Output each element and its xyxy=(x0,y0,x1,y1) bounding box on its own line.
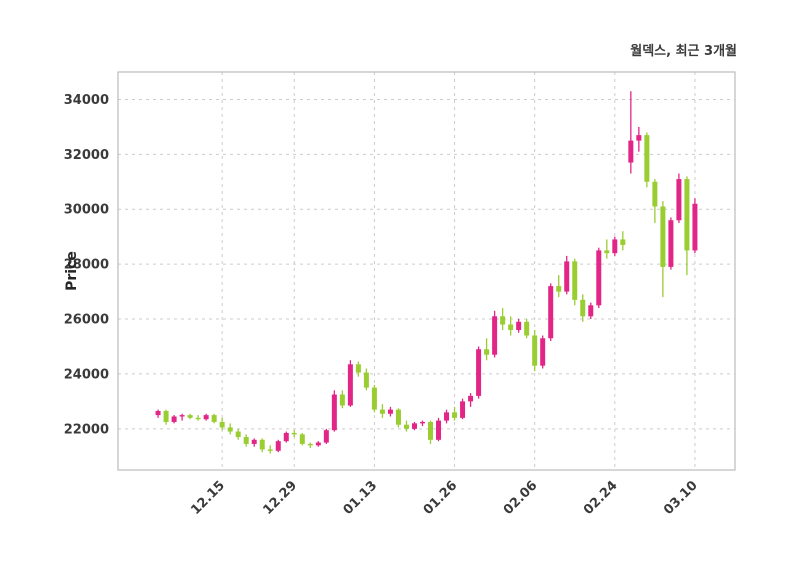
candle-body-up xyxy=(460,401,466,418)
x-tick-label: 02.24 xyxy=(581,478,621,518)
candle-body-down xyxy=(428,421,434,440)
candle-body-up xyxy=(468,395,474,402)
candle-body-down xyxy=(339,394,345,406)
candle-body-down xyxy=(620,239,626,245)
candle-body-up xyxy=(628,140,634,163)
candle-body-up xyxy=(612,239,618,254)
y-tick-label: 28000 xyxy=(64,258,109,273)
candle-body-down xyxy=(243,437,249,444)
chart-title: 월덱스, 최근 3개월 xyxy=(630,44,737,59)
candle-body-up xyxy=(588,305,594,317)
candle-body-down xyxy=(500,316,506,325)
candle-body-down xyxy=(604,250,610,254)
candle-body-down xyxy=(395,409,401,425)
candle-body-up xyxy=(636,135,642,141)
candle-body-up xyxy=(323,430,329,443)
candle-body-down xyxy=(195,417,201,420)
candle-body-up xyxy=(387,409,393,414)
candle-body-up xyxy=(444,412,450,421)
candle-body-down xyxy=(299,434,305,444)
candle-body-up xyxy=(692,203,698,251)
candle-body-down xyxy=(660,206,666,267)
x-tick-label: 12.15 xyxy=(188,478,228,518)
y-axis-label: Price xyxy=(64,251,80,291)
candle-body-up xyxy=(676,179,682,221)
candle-body-down xyxy=(371,387,377,410)
candle-body-up xyxy=(203,415,209,420)
candle-body-down xyxy=(684,179,690,251)
candle-body-up xyxy=(476,349,482,396)
candle-body-down xyxy=(452,412,458,418)
candle-body-down xyxy=(556,286,562,292)
candle-body-down xyxy=(219,421,225,428)
candle-body-down xyxy=(580,299,586,317)
candle-body-up xyxy=(171,416,177,422)
candle-body-up xyxy=(411,423,417,429)
candle-body-up xyxy=(540,338,546,366)
y-tick-label: 22000 xyxy=(64,422,109,437)
y-tick-label: 34000 xyxy=(64,93,109,108)
candle-body-down xyxy=(259,439,265,450)
candle-body-down xyxy=(291,432,297,435)
candle-body-down xyxy=(403,424,409,429)
candle-body-up xyxy=(668,220,674,267)
candle-body-down xyxy=(644,135,650,182)
candle-body-up xyxy=(548,286,554,339)
candle-body-up xyxy=(315,442,321,446)
y-tick-label: 30000 xyxy=(64,203,109,218)
candle-body-up xyxy=(596,250,602,306)
candle-body-up xyxy=(564,261,570,292)
candle-body-up xyxy=(516,321,522,331)
candle-body-down xyxy=(187,415,193,418)
plot-border xyxy=(117,71,736,471)
candle-body-down xyxy=(355,364,361,373)
x-tick-label: 02.06 xyxy=(501,478,541,518)
candle-body-down xyxy=(508,324,514,331)
candle-body-down xyxy=(379,409,385,414)
candle-body-up xyxy=(155,410,161,416)
x-tick-label: 01.26 xyxy=(421,478,461,518)
y-tick-label: 32000 xyxy=(64,148,109,163)
y-tick-label: 26000 xyxy=(64,313,109,328)
candle-body-up xyxy=(419,421,425,424)
candle-body-down xyxy=(211,415,217,422)
x-tick-label: 12.29 xyxy=(260,478,300,518)
candle-body-down xyxy=(652,181,658,207)
candle-body-down xyxy=(307,443,313,446)
candle-body-up xyxy=(179,415,185,417)
candle-body-up xyxy=(331,394,337,431)
candle-body-down xyxy=(235,431,241,438)
candle-body-up xyxy=(492,316,498,355)
x-tick-label: 01.13 xyxy=(341,478,381,518)
candle-body-down xyxy=(267,449,273,451)
candle-body-down xyxy=(572,261,578,300)
candle-body-up xyxy=(347,364,353,406)
candle-body-down xyxy=(363,372,369,388)
candle-body-down xyxy=(227,427,233,432)
candle-body-up xyxy=(283,432,289,442)
candle-body-down xyxy=(524,321,530,336)
candle-body-up xyxy=(436,420,442,440)
candle-body-down xyxy=(484,349,490,355)
y-tick-label: 24000 xyxy=(64,367,109,382)
candle-body-up xyxy=(275,441,281,451)
candle-body-down xyxy=(532,335,538,366)
candle-body-down xyxy=(163,410,169,422)
candle-body-up xyxy=(251,439,257,444)
x-tick-label: 03.10 xyxy=(661,478,701,518)
